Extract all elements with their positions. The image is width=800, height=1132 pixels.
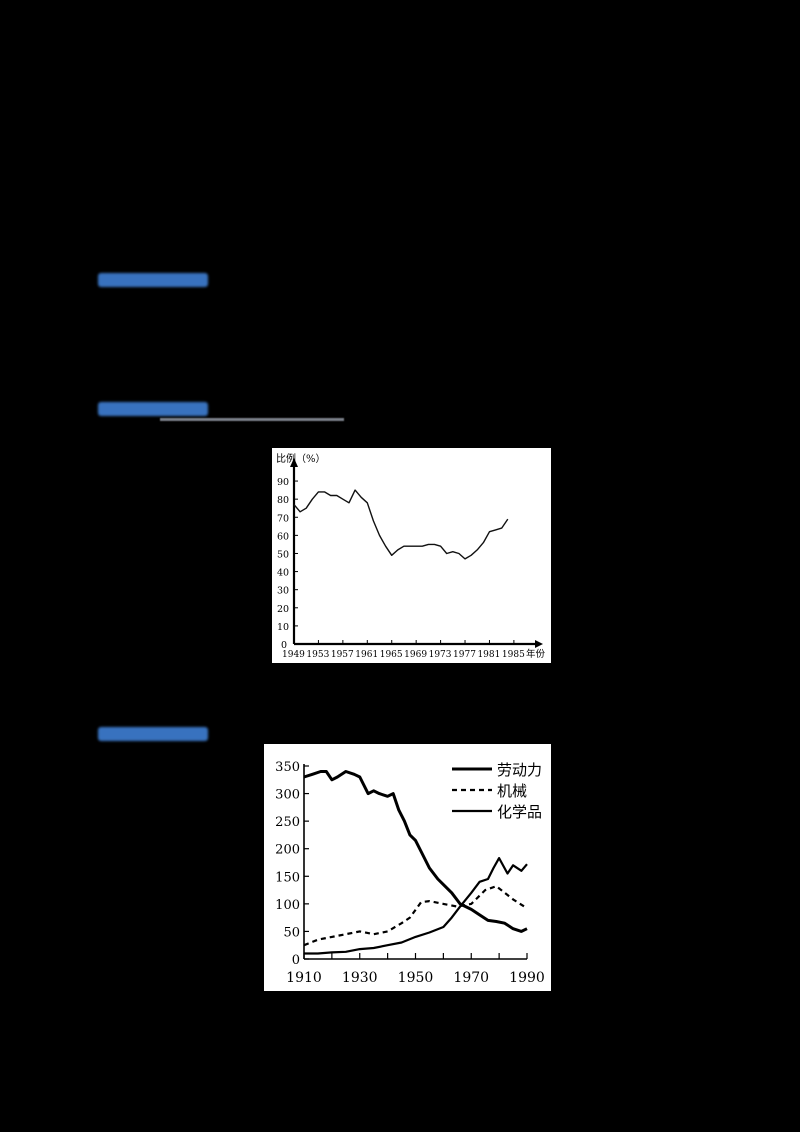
chart-1-svg: 比例（%） 0 10 20 30 40 50 60 70 80 90 1949 1953 1957 1961… <box>276 452 546 660</box>
x-tick-label: 1953 <box>306 650 329 660</box>
y-tick-label: 70 <box>277 513 289 524</box>
y-tick-label: 100 <box>275 898 300 913</box>
x-tick-label: 1970 <box>453 970 489 986</box>
x-tick-label: 1950 <box>398 970 434 986</box>
y-tick-label: 50 <box>283 925 300 940</box>
legend-label: 机械 <box>497 782 527 800</box>
x-tick-label: 1969 <box>404 650 427 660</box>
x-tick-label: 1973 <box>429 650 452 660</box>
y-tick-label: 0 <box>281 640 287 651</box>
y-tick-label: 20 <box>277 604 289 615</box>
y-tick-label: 90 <box>277 477 289 488</box>
section-heading-3 <box>98 727 208 741</box>
x-tick-label: 1930 <box>342 970 378 986</box>
y-axis-arrow-icon <box>290 458 298 467</box>
x-axis-arrow-icon <box>535 640 543 648</box>
y-tick-label: 50 <box>277 549 289 560</box>
y-tick-label: 300 <box>275 788 300 803</box>
y-tick-label: 0 <box>292 953 300 968</box>
y-tick-label: 40 <box>277 568 289 579</box>
y-tick-label: 250 <box>275 815 300 830</box>
section-heading-2 <box>98 402 208 416</box>
y-tick-label: 80 <box>277 495 289 506</box>
y-axis-label: 比例（%） <box>276 452 326 465</box>
y-tick-label: 150 <box>275 870 300 885</box>
section-divider <box>160 418 344 421</box>
series-line <box>293 489 509 560</box>
section-heading-1 <box>98 273 208 287</box>
y-tick-label: 200 <box>275 843 300 858</box>
series-line-2 <box>304 857 528 955</box>
x-axis-label: 年份 <box>526 648 546 660</box>
y-tick-label: 350 <box>275 760 300 775</box>
x-tick-label: 1949 <box>282 650 305 660</box>
chart-2-svg: 0 50 100 150 200 250 300 350 1910 1930 1950 1970 199… <box>275 760 545 986</box>
x-tick-label: 1957 <box>331 650 354 660</box>
x-tick-label: 1990 <box>509 970 545 986</box>
chart-inputs-1910-1990: 0 50 100 150 200 250 300 350 1910 1930 1950 1970 199… <box>264 744 551 991</box>
series-line-0 <box>303 770 528 933</box>
y-tick-label: 10 <box>277 622 289 633</box>
legend-label: 化学品 <box>497 803 542 821</box>
y-tick-label: 60 <box>277 531 289 542</box>
chart-ratio-by-year: 比例（%） 0 10 20 30 40 50 60 70 80 90 1949 1953 1957 1961… <box>272 448 551 663</box>
y-tick-label: 30 <box>277 586 289 597</box>
x-tick-label: 1965 <box>380 650 403 660</box>
x-tick-label: 1977 <box>453 650 476 660</box>
x-tick-label: 1961 <box>355 650 378 660</box>
legend-label: 劳动力 <box>497 761 542 779</box>
x-tick-label: 1981 <box>477 650 500 660</box>
x-tick-label: 1985 <box>502 650 525 660</box>
x-tick-label: 1910 <box>286 970 322 986</box>
